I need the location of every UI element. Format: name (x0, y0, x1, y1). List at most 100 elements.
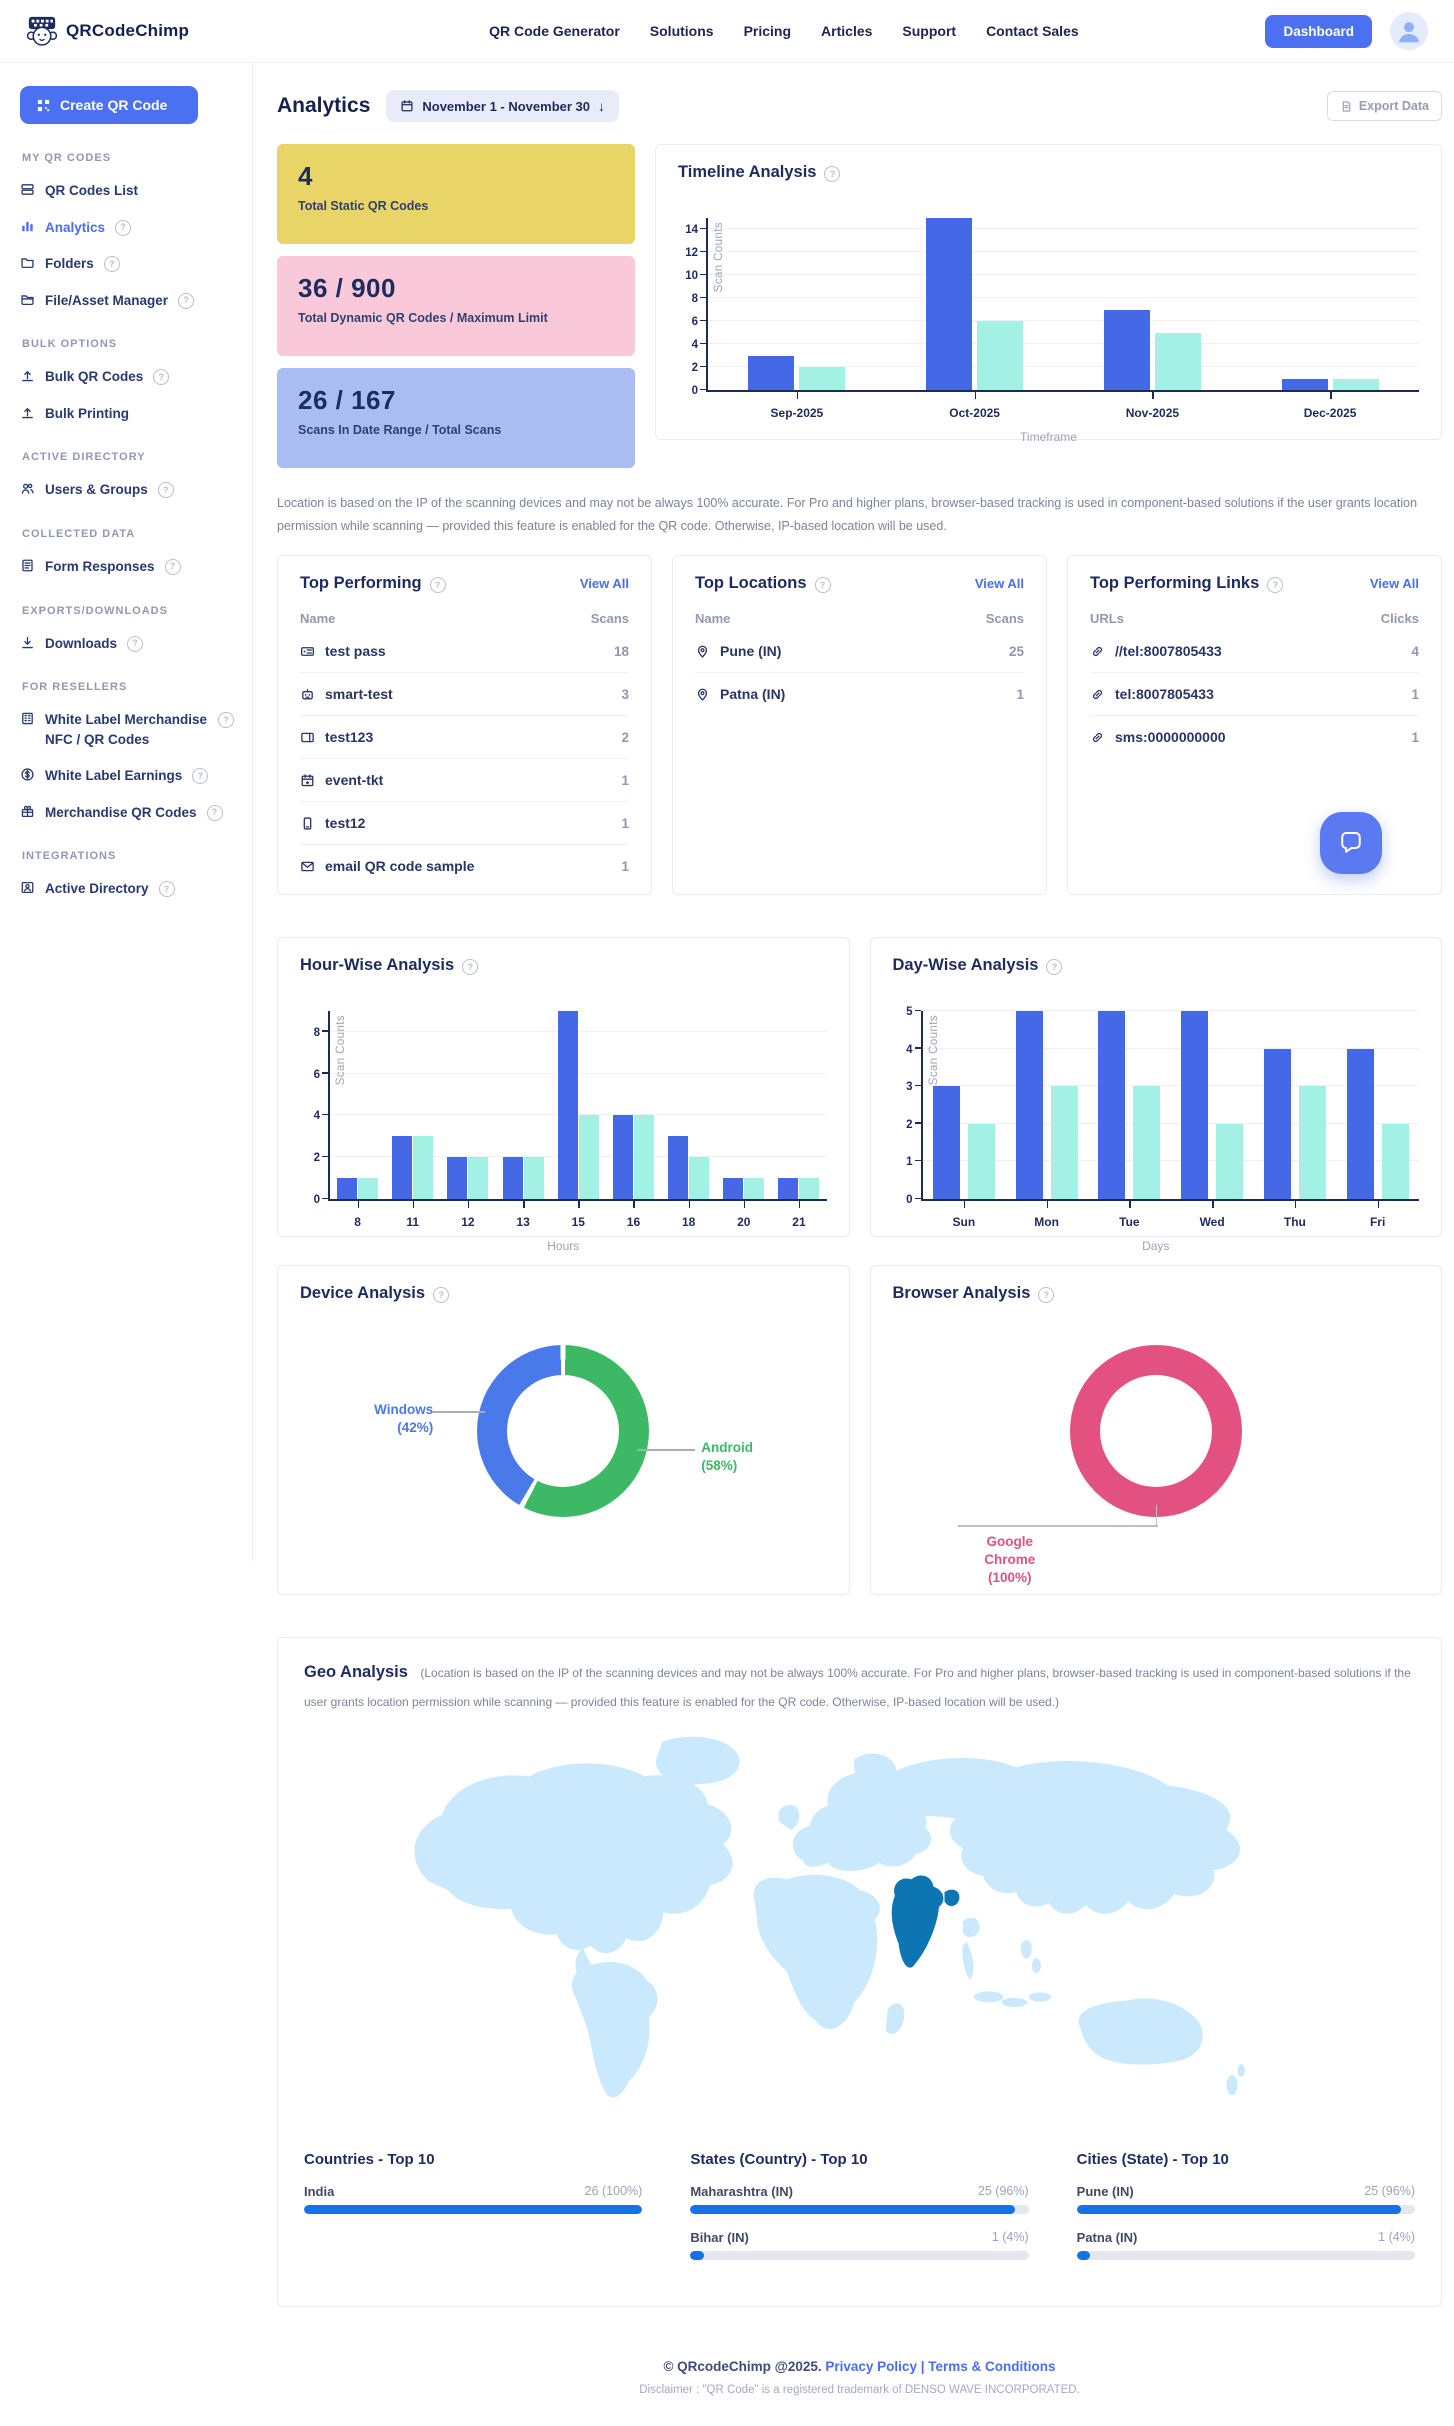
donut-label-windows: Windows (42%) (374, 1402, 434, 1436)
table-row[interactable]: tel:8007805433 1 (1090, 673, 1419, 716)
bar (612, 1115, 633, 1199)
table-row[interactable]: test123 2 (300, 716, 629, 759)
geo-row: Patna (IN) 1 (4%) (1076, 2230, 1415, 2260)
export-data-button[interactable]: Export Data (1326, 91, 1442, 121)
help-icon[interactable]: ? (433, 1286, 450, 1303)
nav-item-support[interactable]: Support (902, 23, 957, 39)
footer-disclaimer: Disclaimer : "QR Code" is a registered t… (639, 2383, 1080, 2396)
terms-conditions-link[interactable]: Terms & Conditions (928, 2358, 1056, 2374)
nav-item-solutions[interactable]: Solutions (649, 23, 714, 39)
geo-top10-lists: Countries - Top 10 India 26 (100%) States (… (304, 2151, 1415, 2276)
nav-item-articles[interactable]: Articles (821, 23, 873, 39)
chat-widget-button[interactable] (1320, 812, 1382, 874)
help-icon[interactable]: ? (103, 256, 120, 273)
create-qr-code-button[interactable]: Create QR Code (20, 86, 198, 124)
browser-analysis-card: Browser Analysis? Google Chrome (100%) (869, 1265, 1442, 1595)
bar (1281, 378, 1328, 390)
sidebar-item-white-label-earnings[interactable]: White Label Earnings? (20, 766, 234, 786)
help-icon[interactable]: ? (462, 958, 479, 975)
sidebar-section-title: ACTIVE DIRECTORY (22, 451, 146, 464)
sidebar-item-analytics[interactable]: Analytics? (20, 218, 234, 238)
nav-item-qr-code-generator[interactable]: QR Code Generator (489, 23, 620, 39)
date-range-picker[interactable]: November 1 - November 30 ↓ (386, 90, 619, 122)
geo-row: India 26 (100%) (304, 2184, 643, 2214)
sidebar-item-qr-codes-list[interactable]: QR Codes List (20, 181, 234, 201)
page-title: Analytics (277, 94, 371, 117)
bar (1381, 1123, 1409, 1199)
help-icon[interactable]: ? (178, 292, 195, 309)
table-row[interactable]: smart-test 3 (300, 673, 629, 716)
phone-icon (300, 816, 315, 831)
nav-item-contact-sales[interactable]: Contact Sales (986, 23, 1079, 39)
help-icon[interactable]: ? (429, 576, 446, 593)
user-avatar[interactable] (1390, 12, 1428, 50)
link-icon (1090, 730, 1105, 745)
bar (633, 1115, 654, 1199)
help-icon[interactable]: ? (158, 881, 175, 898)
sidebar-item-file-asset-manager[interactable]: File/Asset Manager? (20, 291, 234, 311)
progress-bar (690, 2250, 1029, 2260)
table-row[interactable]: Patna (IN) 1 (695, 673, 1024, 715)
bar (1050, 1086, 1078, 1199)
help-icon[interactable]: ? (153, 369, 170, 386)
bar (799, 1178, 820, 1199)
geo-analysis-note: (Location is based on the IP of the scan… (304, 1666, 1411, 1709)
nav-item-pricing[interactable]: Pricing (743, 23, 792, 39)
chevron-down-icon: ↓ (598, 98, 605, 114)
help-icon[interactable]: ? (1046, 958, 1063, 975)
sidebar-item-white-label-merchandise-nfc-qr-codes[interactable]: White Label Merchandise NFC / QR Codes? (20, 710, 234, 749)
sidebar-section-title: INTEGRATIONS (22, 850, 117, 863)
help-icon[interactable]: ? (115, 219, 132, 236)
view-all-link[interactable]: View All (1369, 576, 1419, 591)
bar (523, 1157, 544, 1199)
users-icon (20, 481, 35, 496)
qrcodechimp-logo-icon (26, 16, 58, 46)
sidebar-item-bulk-qr-codes[interactable]: Bulk QR Codes? (20, 367, 234, 387)
hour-wise-bar-chart: 0 2 4 6 8 Scan Counts 8 11 12 13 15 16 18 20 21 Hours (300, 1011, 827, 1253)
help-icon[interactable]: ? (157, 482, 174, 499)
help-icon[interactable]: ? (814, 576, 831, 593)
download-icon (20, 635, 35, 650)
bar (1298, 1086, 1326, 1199)
sidebar-item-folders[interactable]: Folders? (20, 254, 234, 274)
table-row[interactable]: //tel:8007805433 4 (1090, 630, 1419, 673)
sidebar-item-form-responses[interactable]: Form Responses? (20, 557, 234, 577)
help-icon[interactable]: ? (1267, 576, 1284, 593)
table-row[interactable]: Pune (IN) 25 (695, 630, 1024, 673)
brand-logo[interactable]: QRCodeChimp (26, 15, 189, 47)
privacy-policy-link[interactable]: Privacy Policy (825, 2358, 917, 2374)
help-icon[interactable]: ? (206, 804, 223, 821)
top-performing-links-card: Top Performing Links? View All URLs Clic… (1067, 555, 1442, 895)
bar (926, 218, 973, 390)
help-icon[interactable]: ? (127, 635, 144, 652)
sidebar-item-active-directory[interactable]: Active Directory? (20, 879, 234, 899)
help-icon[interactable]: ? (1038, 1286, 1055, 1303)
folder-icon (20, 255, 35, 270)
table-row[interactable]: sms:0000000000 1 (1090, 716, 1419, 758)
table-row[interactable]: test pass 18 (300, 630, 629, 673)
sidebar-item-bulk-printing[interactable]: Bulk Printing (20, 404, 234, 424)
dashboard-button[interactable]: Dashboard (1265, 14, 1372, 48)
bar (977, 321, 1024, 390)
sidebar-item-merchandise-qr-codes[interactable]: Merchandise QR Codes? (20, 803, 234, 823)
top-navbar: QRCodeChimp QR Code Generator Solutions Pr… (0, 0, 1454, 63)
table-row[interactable]: test12 1 (300, 802, 629, 845)
view-all-link[interactable]: View All (974, 576, 1024, 591)
help-icon[interactable]: ? (192, 768, 209, 785)
robot-icon (300, 687, 315, 702)
bar (413, 1136, 434, 1199)
upload-icon (20, 405, 35, 420)
day-wise-analysis-card: Day-Wise Analysis? 0 1 2 3 4 5 Scan Counts Sun M… (869, 937, 1442, 1253)
help-icon[interactable]: ? (164, 558, 181, 575)
view-all-link[interactable]: View All (579, 576, 629, 591)
table-row[interactable]: email QR code sample 1 (300, 845, 629, 887)
table-row[interactable]: event-tkt 1 (300, 759, 629, 802)
help-icon[interactable]: ? (218, 712, 234, 729)
sidebar-section-title: BULK OPTIONS (22, 338, 118, 351)
bar (932, 1086, 960, 1199)
help-icon[interactable]: ? (824, 165, 841, 182)
sidebar-item-downloads[interactable]: Downloads? (20, 634, 234, 654)
bar (502, 1157, 523, 1199)
leader-line (637, 1449, 696, 1451)
sidebar-item-users-groups[interactable]: Users & Groups? (20, 480, 234, 500)
